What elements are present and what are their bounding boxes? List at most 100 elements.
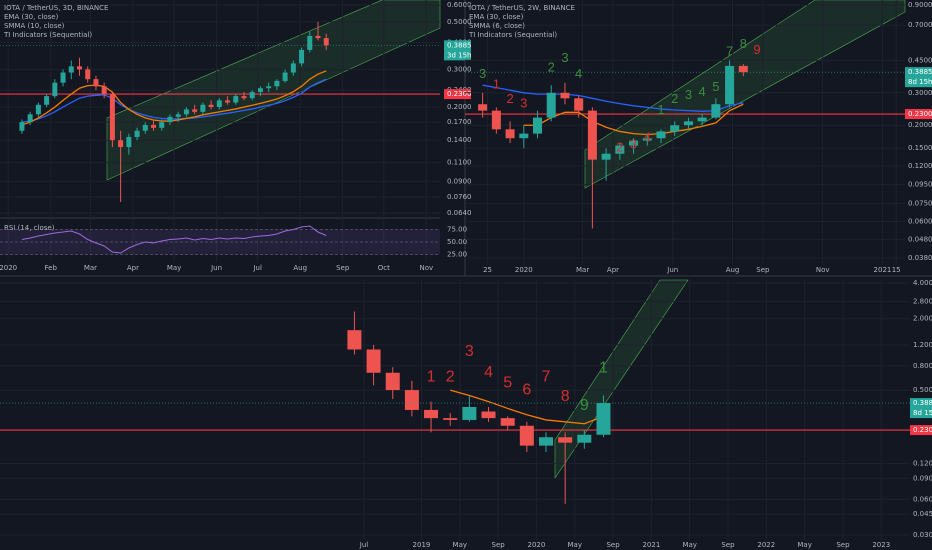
sequential-count: 1 [657, 102, 664, 117]
x-tick-label: 15 [892, 266, 901, 274]
x-tick-label: Apr [127, 264, 139, 272]
candle-body [539, 437, 553, 446]
candle-body [323, 38, 329, 46]
x-tick-label: Nov [816, 266, 830, 274]
x-tick-label: Aug [293, 264, 307, 272]
y-tick-label: 1.2000 [913, 341, 932, 349]
candle-body [44, 96, 50, 105]
x-tick-label: Feb [45, 264, 58, 272]
candle-body [560, 92, 570, 99]
chart-title: IOTA / TetherUS, 2W, BINANCE [469, 4, 575, 12]
candle-body [596, 403, 611, 435]
y-tick-label: 0.7000 [908, 21, 932, 29]
sequential-count: 3 [561, 50, 568, 65]
price-box [905, 109, 932, 120]
sequential-count: 2 [671, 91, 678, 106]
y-tick-label: 0.0900 [913, 474, 932, 482]
sequential-count: 5 [503, 375, 512, 392]
y-tick-label: 0.1200 [908, 162, 932, 170]
candle-body [404, 390, 419, 410]
candle-body [642, 138, 652, 141]
sequential-count: 3 [685, 87, 692, 102]
sequential-count: 6 [522, 381, 531, 398]
legend-entry: EMA (30, close) [4, 13, 59, 21]
x-tick-label: Sep [721, 541, 735, 549]
sequential-count: 7 [542, 369, 551, 386]
candle-body [233, 96, 239, 103]
candle-body [126, 136, 132, 148]
y-tick-label: 0.1500 [908, 144, 932, 152]
x-tick-label: May [682, 541, 696, 549]
candle-body [683, 121, 693, 126]
sequential-count: 4 [644, 130, 651, 145]
sequential-count: 9 [580, 397, 589, 414]
candle-body [134, 130, 140, 137]
candle-body [282, 72, 288, 81]
channel [554, 279, 689, 479]
candle-body [558, 437, 573, 443]
candle-body [587, 110, 597, 160]
x-tick-label: Jun [666, 266, 678, 274]
x-tick-label: Mar [84, 264, 97, 272]
rsi-title: RSI (14, close) [4, 224, 55, 232]
sequential-count: 3 [465, 343, 474, 360]
candle-body [60, 72, 66, 83]
y-tick-label: 0.1400 [447, 136, 472, 144]
candle-body [142, 124, 148, 131]
x-tick-label: Jul [359, 541, 369, 549]
y-tick-label: 0.0480 [908, 235, 932, 243]
candle-body [574, 98, 584, 111]
hline-label: 0.2300 [913, 426, 932, 434]
x-tick-label: 2021 [874, 266, 892, 274]
candle-body [615, 145, 625, 154]
y-tick-label: 0.9000 [908, 1, 932, 9]
candle-body [478, 104, 488, 111]
x-tick-label: Jun [210, 264, 222, 272]
x-tick-label: May [797, 541, 811, 549]
x-tick-label: 2020 [515, 266, 533, 274]
rsi-line [21, 225, 327, 254]
x-tick-label: Sep [756, 266, 770, 274]
sequential-count: 8 [740, 36, 747, 51]
candle-body [299, 49, 305, 64]
chart-title: IOTA / TetherUS, 3D, BINANCE [4, 4, 108, 12]
sequential-count: 2 [548, 59, 555, 74]
candle-body [481, 411, 496, 419]
candle-body [366, 349, 381, 373]
y-tick-label: 0.1200 [913, 460, 932, 468]
legend-entry: TI Indicators (Sequential) [468, 31, 557, 39]
candle-body [35, 104, 41, 115]
candle-body [200, 104, 206, 112]
y-tick-label: 0.0600 [913, 495, 932, 503]
x-tick-label: Jul [252, 264, 262, 272]
sequential-count: 8 [561, 388, 570, 405]
x-tick-label: Oct [378, 264, 390, 272]
y-tick-label: 0.5000 [447, 18, 472, 26]
x-tick-label: Sep [836, 541, 850, 549]
candle-body [93, 79, 99, 87]
y-tick-label: 0.0380 [908, 254, 932, 262]
sequential-count: 4 [699, 84, 706, 99]
candle-body [68, 66, 74, 73]
y-tick-label: 0.1700 [447, 118, 472, 126]
sequential-count: 7 [726, 43, 733, 58]
candle-body [500, 418, 515, 426]
candle-body [697, 117, 707, 122]
x-tick-label: Sep [336, 264, 350, 272]
candle-body [443, 418, 458, 420]
candle-body [533, 117, 543, 134]
legend-entry: SMMA (10, close) [4, 22, 65, 30]
price-box [444, 89, 471, 100]
candle-body [307, 35, 313, 50]
y-tick-label: 0.0750 [908, 200, 932, 208]
y-tick-label: 0.1100 [447, 159, 472, 167]
y-tick-label: 0.0760 [447, 193, 472, 201]
countdown-label: 8d 15h [913, 409, 932, 417]
candle-body [274, 80, 280, 87]
y-tick-label: 75.00 [447, 226, 467, 234]
candle-body [101, 86, 107, 95]
